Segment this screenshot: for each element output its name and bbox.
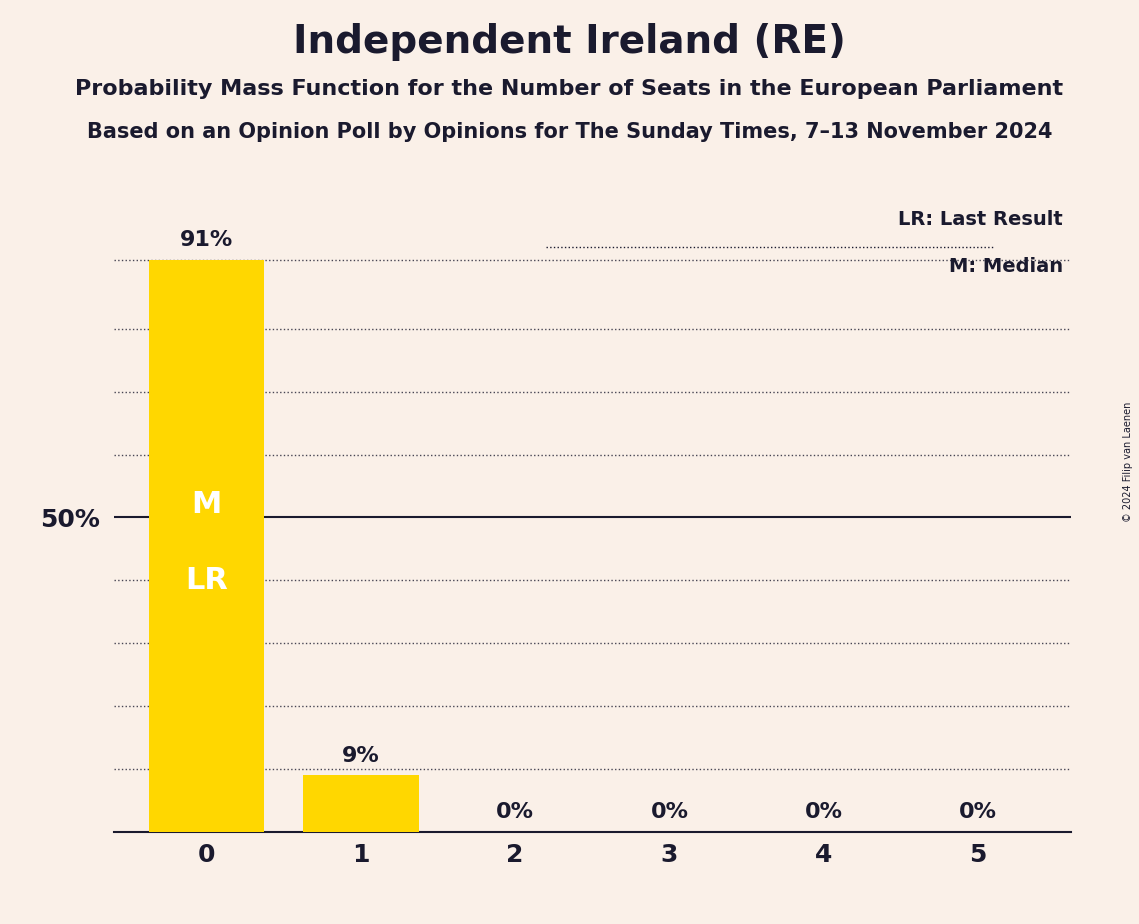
Text: Probability Mass Function for the Number of Seats in the European Parliament: Probability Mass Function for the Number… bbox=[75, 79, 1064, 99]
Bar bbox=[148, 260, 264, 832]
Text: 0%: 0% bbox=[497, 802, 534, 822]
Text: LR: Last Result: LR: Last Result bbox=[899, 210, 1063, 228]
Text: Independent Ireland (RE): Independent Ireland (RE) bbox=[293, 23, 846, 61]
Text: 0%: 0% bbox=[650, 802, 688, 822]
Bar bbox=[303, 775, 419, 832]
Text: 0%: 0% bbox=[959, 802, 997, 822]
Text: 0%: 0% bbox=[805, 802, 843, 822]
Text: © 2024 Filip van Laenen: © 2024 Filip van Laenen bbox=[1123, 402, 1133, 522]
Text: Based on an Opinion Poll by Opinions for The Sunday Times, 7–13 November 2024: Based on an Opinion Poll by Opinions for… bbox=[87, 122, 1052, 142]
Text: 9%: 9% bbox=[342, 746, 379, 766]
Text: M: Median: M: Median bbox=[949, 257, 1063, 275]
Text: M: M bbox=[191, 491, 222, 519]
Text: 91%: 91% bbox=[180, 230, 233, 250]
Text: LR: LR bbox=[185, 565, 228, 595]
